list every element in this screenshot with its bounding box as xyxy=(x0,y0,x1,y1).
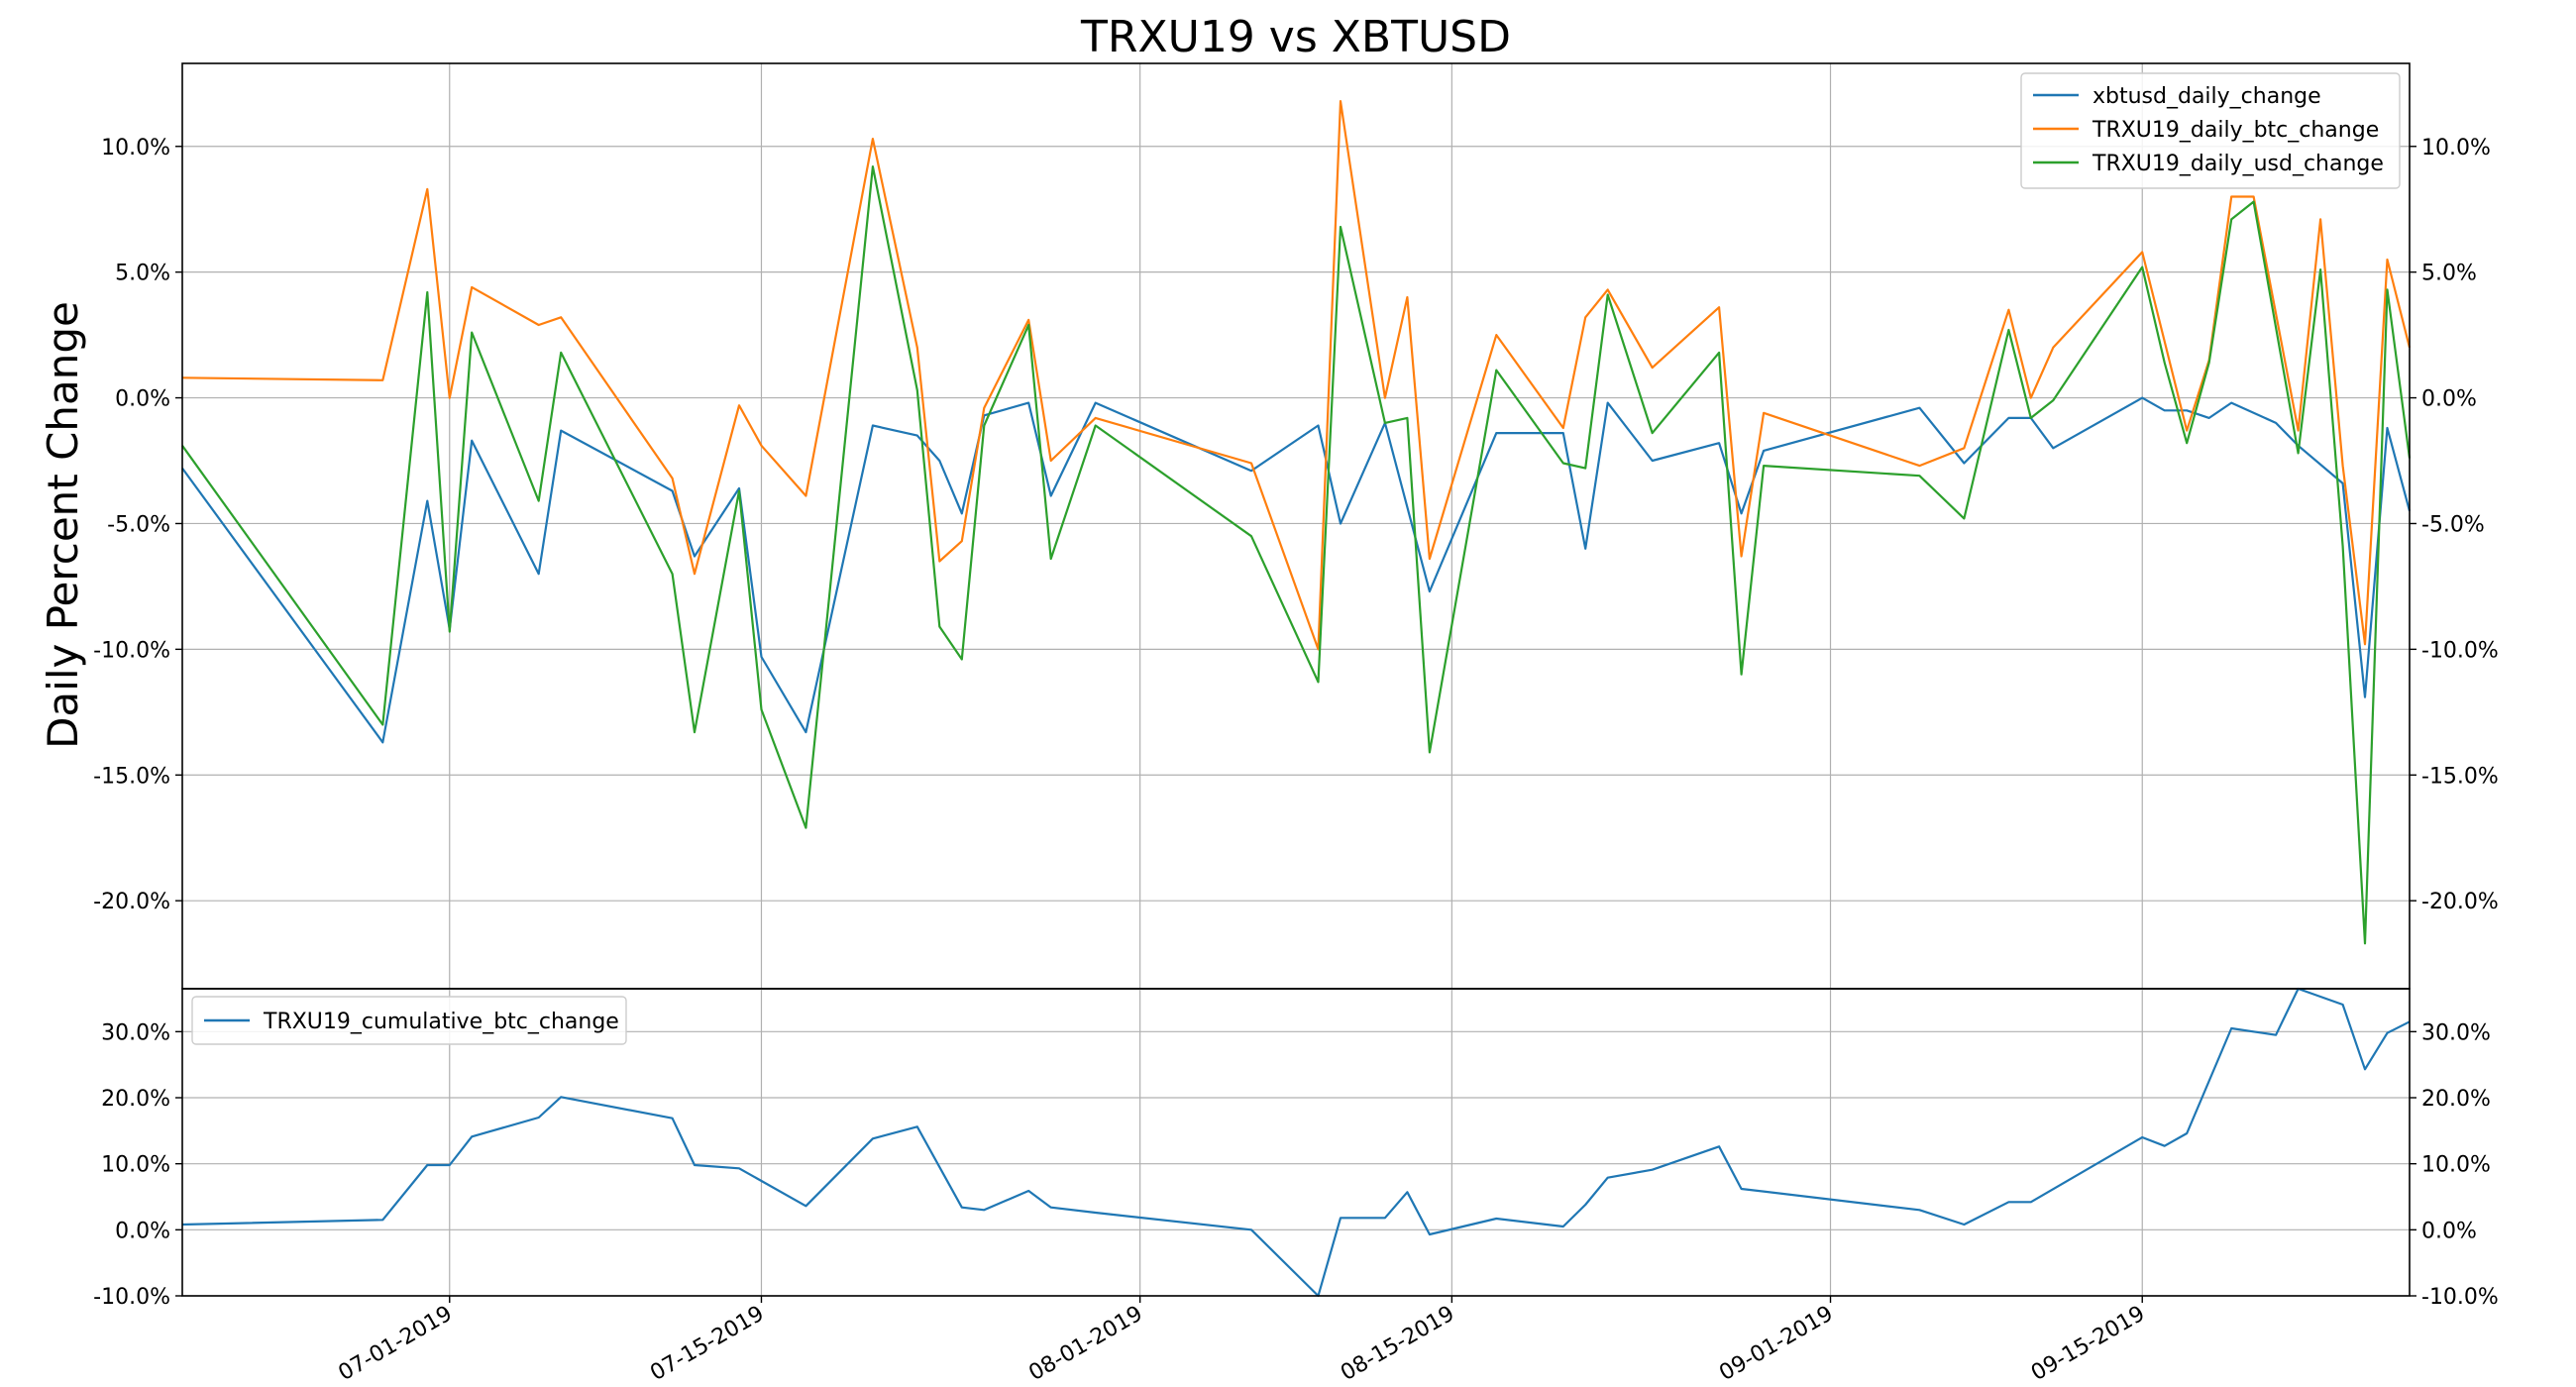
legend-label: TRXU19_daily_btc_change xyxy=(2092,118,2379,143)
y-tick-label-left: 10.0% xyxy=(101,1153,170,1178)
y-tick-label-right: 0.0% xyxy=(2421,1219,2477,1243)
y-tick-label-right: -15.0% xyxy=(2421,764,2499,789)
y-axis-label: Daily Percent Change xyxy=(39,301,87,749)
y-tick-label-right: 10.0% xyxy=(2421,1153,2491,1178)
top-legend: xbtusd_daily_change TRXU19_daily_btc_chan… xyxy=(2020,72,2401,189)
y-tick-label-left: 10.0% xyxy=(101,136,170,160)
series-line-TRXU19_daily_btc_change xyxy=(181,99,2412,651)
top-panel: -20.0% -20.0% -15.0% -15.0% -10.0% -10.0% -5.0… xyxy=(93,62,2499,990)
y-tick-label-left: 30.0% xyxy=(101,1020,170,1045)
legend-box xyxy=(2020,72,2401,189)
legend-box xyxy=(191,996,627,1045)
y-tick-label-right: 5.0% xyxy=(2421,262,2477,286)
top-ticks: -20.0% -20.0% -15.0% -15.0% -10.0% -10.0% -5.0… xyxy=(93,136,2499,914)
top-lines xyxy=(181,99,2412,945)
legend-label: xbtusd_daily_change xyxy=(2093,84,2321,109)
bottom-panel: -10.0% -10.0% 0.0% 0.0% 10.0% 10.0% 20.0% 20.0%… xyxy=(93,987,2499,1310)
y-tick-label-right: -20.0% xyxy=(2421,890,2499,914)
bottom-legend: TRXU19_cumulative_btc_change xyxy=(191,996,627,1045)
bottom-axes-frame xyxy=(181,988,2411,1297)
y-tick-label-left: 0.0% xyxy=(115,387,170,412)
chart-title: TRXU19 vs XBTUSD xyxy=(1080,12,1511,62)
y-tick-label-left: -20.0% xyxy=(93,890,170,914)
y-tick-label-left: -5.0% xyxy=(107,512,170,537)
y-tick-label-right: -5.0% xyxy=(2421,512,2485,537)
y-tick-label-right: -10.0% xyxy=(2421,638,2499,663)
bottom-lines xyxy=(181,987,2411,1298)
y-tick-label-left: 0.0% xyxy=(115,1219,170,1243)
y-tick-label-left: -10.0% xyxy=(93,638,170,663)
legend-label: TRXU19_daily_usd_change xyxy=(2092,152,2384,176)
y-tick-label-right: 20.0% xyxy=(2421,1087,2491,1112)
y-tick-label-left: -10.0% xyxy=(93,1285,170,1310)
y-tick-label-right: -10.0% xyxy=(2421,1285,2499,1310)
y-tick-label-left: -15.0% xyxy=(93,764,170,789)
y-tick-label-right: 30.0% xyxy=(2421,1020,2491,1045)
series-line-TRXU19_daily_usd_change xyxy=(181,165,2412,945)
y-tick-label-left: 5.0% xyxy=(115,262,170,286)
bottom-ticks: -10.0% -10.0% 0.0% 0.0% 10.0% 10.0% 20.0% 20.0%… xyxy=(93,1020,2499,1310)
y-tick-label-right: 10.0% xyxy=(2421,136,2491,160)
y-tick-label-right: 0.0% xyxy=(2421,387,2477,412)
legend-label: TRXU19_cumulative_btc_change xyxy=(263,1010,619,1034)
y-tick-label-left: 20.0% xyxy=(101,1087,170,1112)
series-line-xbtusd_daily_change xyxy=(181,396,2412,744)
series-line-TRXU19_cumulative_btc_change xyxy=(181,987,2411,1298)
